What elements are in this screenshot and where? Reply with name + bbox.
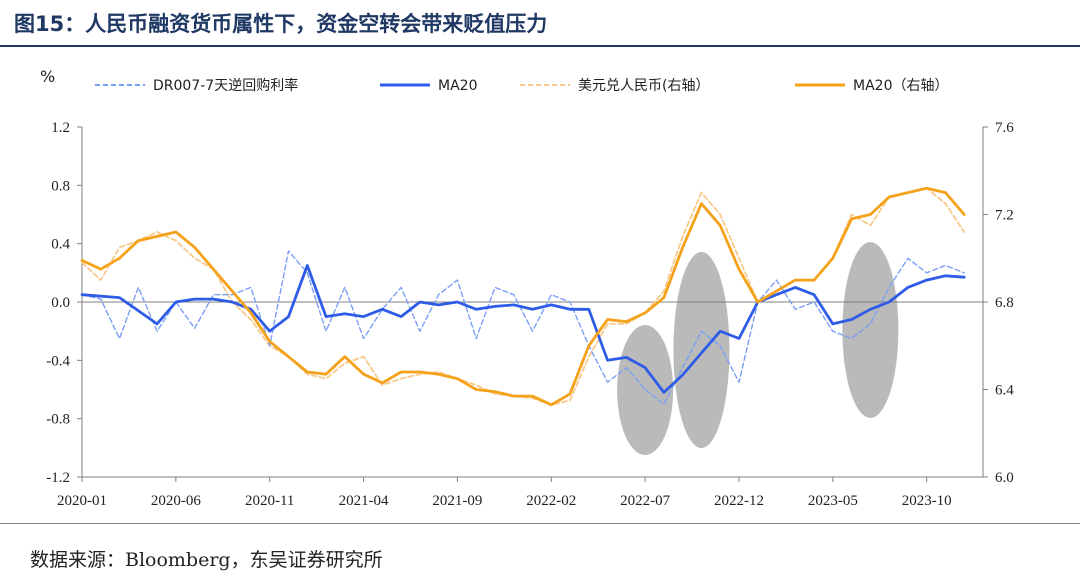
highlight-ellipse-1 — [617, 325, 674, 455]
chart-title: 图15：人民币融资货币属性下，资金空转会带来贬值压力 — [14, 12, 548, 36]
right-tick-label: 6.0 — [995, 470, 1014, 486]
usdcny-series-line — [81, 187, 966, 406]
usdcny-ma20-series-line — [80, 186, 966, 407]
highlight-layer — [617, 242, 899, 455]
x-tick-label: 2022-02 — [526, 493, 576, 509]
footer-rule — [0, 523, 1080, 524]
x-tick-label: 2020-01 — [57, 493, 107, 509]
dr007-series-line — [81, 250, 965, 405]
x-tick-label: 2022-12 — [714, 493, 764, 509]
left-tick-label: 1.2 — [51, 120, 70, 136]
highlight-ellipse-2 — [673, 252, 730, 448]
left-tick-label: 0.8 — [51, 178, 70, 194]
right-tick-label: 6.4 — [995, 383, 1014, 399]
legend-label: MA20（右轴） — [853, 78, 948, 94]
x-tick-label: 2021-04 — [339, 493, 389, 509]
x-tick-label: 2021-09 — [432, 493, 482, 509]
x-tick-label: 2020-11 — [245, 493, 294, 509]
source-note: 数据来源：Bloomberg，东吴证券研究所 — [30, 549, 383, 571]
title-rule — [0, 45, 1080, 47]
left-tick-label: -1.2 — [46, 470, 70, 486]
dr007-ma20-series-line — [80, 264, 966, 394]
x-tick-label: 2023-05 — [808, 493, 858, 509]
x-tick-label: 2022-07 — [620, 493, 670, 509]
left-tick-label: 0.0 — [51, 295, 70, 311]
axes-layer: -1.2 -0.8 -0.4 0.0 0.4 0.8 1.2 6.0 6.4 6.8 7.2 7.6 2… — [46, 120, 1014, 509]
left-tick-label: -0.8 — [46, 412, 70, 428]
right-tick-label: 7.6 — [995, 120, 1014, 136]
legend-label: DR007-7天逆回购利率 — [153, 77, 298, 94]
x-tick-label: 2020-06 — [151, 493, 201, 509]
x-tick-label: 2023-10 — [902, 493, 952, 509]
right-tick-label: 7.2 — [995, 208, 1014, 224]
chart-svg: -1.2 -0.8 -0.4 0.0 0.4 0.8 1.2 6.0 6.4 6.8 7.2 7.6 2… — [40, 67, 1014, 509]
right-tick-label: 6.8 — [995, 295, 1014, 311]
left-tick-label: -0.4 — [46, 353, 70, 369]
series-layer — [80, 186, 966, 407]
legend-layer: DR007-7天逆回购利率 MA20 美元兑人民币(右轴） MA20（右轴） — [95, 77, 948, 94]
left-tick-label: 0.4 — [51, 237, 70, 253]
legend-label: MA20 — [438, 78, 477, 94]
left-axis-unit: % — [40, 67, 55, 86]
highlight-ellipse-3 — [842, 242, 899, 418]
legend-label: 美元兑人民币(右轴） — [578, 78, 709, 94]
